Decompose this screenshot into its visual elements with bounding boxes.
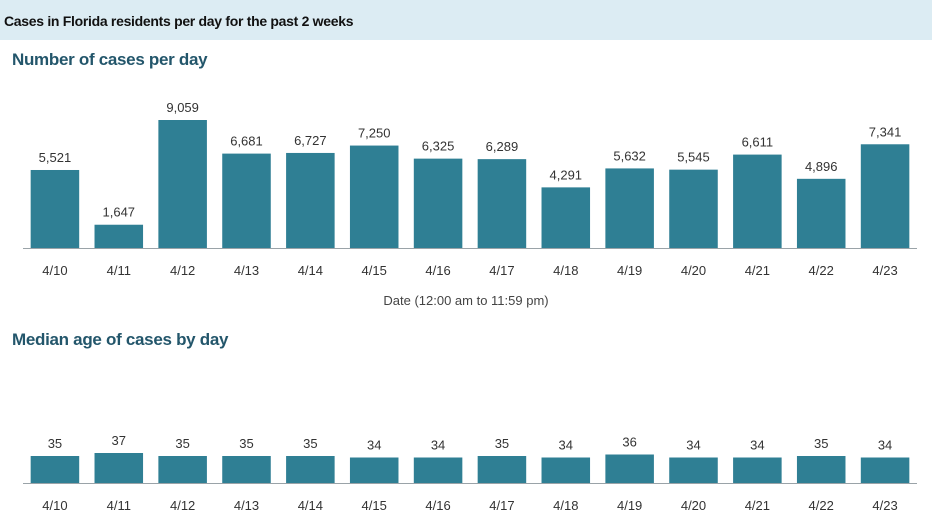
age-tick-label: 4/16 [425,498,450,513]
cases-tick-label: 4/12 [170,263,195,278]
age-value-label: 35 [814,436,828,451]
age-tick-label: 4/21 [745,498,770,513]
cases-bar-4/16 [413,158,463,248]
age-tick-label: 4/19 [617,498,642,513]
age-value-label: 37 [112,433,126,448]
age-value-label: 34 [878,438,892,453]
age-tick-label: 4/23 [872,498,897,513]
header-bar: Cases in Florida residents per day for t… [0,0,932,40]
age-tick-label: 4/11 [107,498,131,513]
cases-value-label: 4,291 [550,167,583,182]
cases-bar-4/18 [541,187,591,248]
cases-bar-4/21 [733,154,782,248]
cases-tick-label: 4/23 [872,263,897,278]
age-value-label: 34 [431,438,445,453]
age-tick-label: 4/17 [489,498,514,513]
cases-bar-4/12 [158,120,207,248]
age-value-label: 34 [367,438,381,453]
cases-bar-4/10 [30,169,80,248]
cases-bar-4/15 [349,145,399,248]
age-tick-label: 4/13 [234,498,259,513]
age-bar-4/14 [286,456,335,483]
age-bar-4/17 [477,456,527,483]
age-bar-4/13 [222,456,271,483]
cases-value-label: 9,059 [166,100,199,115]
age-tick-label: 4/18 [553,498,578,513]
age-tick-label: 4/14 [298,498,323,513]
age-bar-4/18 [541,457,591,483]
page-title: Cases in Florida residents per day for t… [4,13,354,29]
cases-tick-label: 4/22 [809,263,834,278]
cases-tick-label: 4/13 [234,263,259,278]
cases-value-label: 5,632 [613,148,646,163]
cases-x-axis-label: Date (12:00 am to 11:59 pm) [383,293,549,308]
cases-bar-4/11 [94,224,144,248]
age-tick-label: 4/12 [170,498,195,513]
cases-bar-4/23 [860,144,910,248]
age-bar-4/22 [796,456,846,483]
cases-value-label: 4,896 [805,159,838,174]
cases-tick-label: 4/19 [617,263,642,278]
age-bar-4/15 [349,457,399,483]
cases-tick-label: 4/16 [425,263,450,278]
age-bar-4/21 [733,457,782,483]
age-bar-4/10 [30,456,80,483]
cases-tick-label: 4/10 [42,263,67,278]
age-tick-label: 4/15 [362,498,387,513]
cases-bar-4/22 [796,178,846,248]
age-bar-4/23 [860,457,910,483]
age-tick-label: 4/22 [809,498,834,513]
cases-tick-label: 4/18 [553,263,578,278]
cases-value-label: 5,545 [677,150,710,165]
age-value-label: 35 [48,436,62,451]
cases-bar-4/13 [222,153,271,248]
cases-tick-label: 4/20 [681,263,706,278]
age-tick-label: 4/20 [681,498,706,513]
age-tick-label: 4/10 [42,498,67,513]
age-bar-4/19 [605,454,654,483]
cases-value-label: 7,250 [358,126,391,141]
cases-value-label: 7,341 [869,124,902,139]
cases-value-label: 6,727 [294,133,327,148]
age-bar-4/16 [413,457,463,483]
cases-bar-chart: 5,521 4/10 1,647 4/11 9,059 4/12 6,681 4/13 6,72… [23,100,917,278]
age-value-label: 34 [559,438,573,453]
age-bar-4/11 [94,453,144,483]
age-value-label: 34 [686,438,700,453]
age-value-label: 35 [239,436,253,451]
age-bar-4/12 [158,456,207,483]
age-value-label: 35 [175,436,189,451]
cases-tick-label: 4/11 [107,263,131,278]
cases-bar-4/19 [605,168,654,248]
cases-tick-label: 4/14 [298,263,323,278]
cases-value-label: 6,325 [422,139,455,154]
cases-bar-4/17 [477,159,527,248]
age-value-label: 34 [750,438,764,453]
cases-chart-title: Number of cases per day [12,50,208,69]
cases-value-label: 5,521 [39,150,72,165]
age-bar-chart: 35 4/10 37 4/11 35 4/12 35 4/13 35 4/14 34 4/15 34 4/… [23,433,917,513]
age-bar-4/20 [669,457,718,483]
cases-bar-4/14 [286,152,335,248]
age-value-label: 35 [495,436,509,451]
cases-value-label: 1,647 [103,205,136,220]
cases-tick-label: 4/21 [745,263,770,278]
age-chart-title: Median age of cases by day [12,330,229,349]
cases-value-label: 6,289 [486,139,519,154]
age-value-label: 35 [303,436,317,451]
cases-bar-4/20 [669,169,718,248]
cases-value-label: 6,681 [230,134,263,149]
cases-value-label: 6,611 [742,135,774,150]
cases-tick-label: 4/15 [362,263,387,278]
cases-tick-label: 4/17 [489,263,514,278]
age-value-label: 36 [622,435,636,450]
